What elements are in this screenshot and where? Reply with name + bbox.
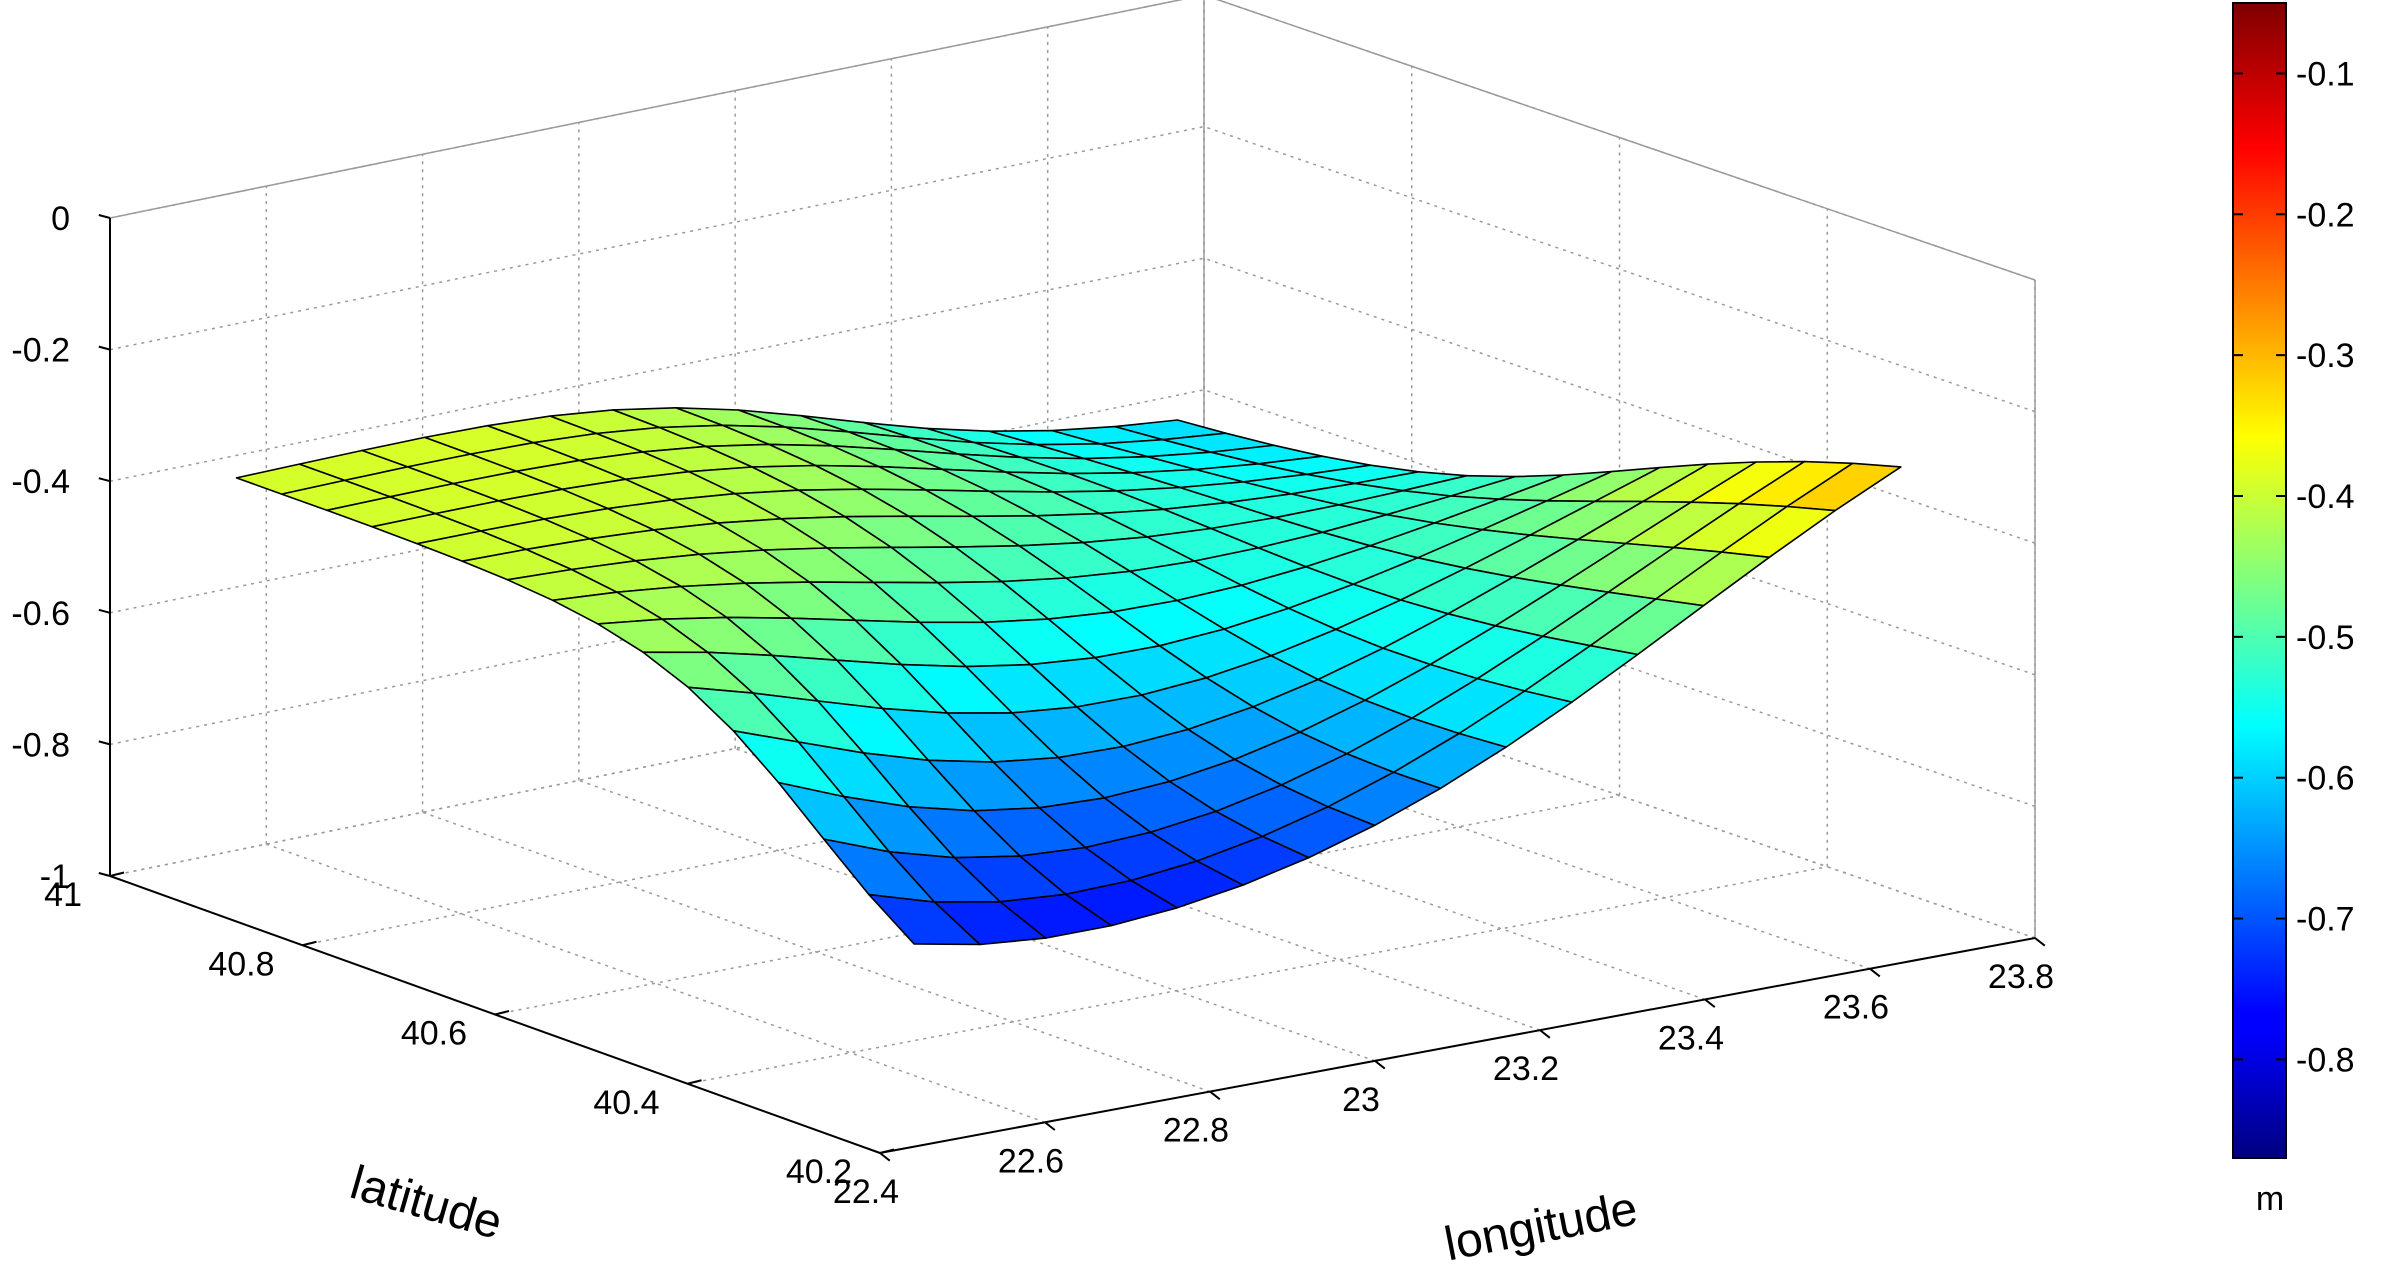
y-axis-label: latitude [345,1156,508,1250]
z-tick [98,740,111,746]
axes-layer [98,214,2046,1162]
grid-sidewall-h [1203,652,2036,939]
colorbar-ticks: -0.8 -0.7 -0.6 -0.5 -0.4 -0.3 -0.2 -0.1 [2233,55,2355,1079]
grid-floor-lon [266,843,1046,1123]
z-tick-label: 0 [51,200,70,238]
box-edge [1216,0,2036,281]
colorbar-tick-label: -0.7 [2296,901,2355,939]
z-tick [98,608,111,614]
y-tick [687,1079,702,1085]
z-tick [98,477,111,483]
colorbar-frame [2232,2,2287,1159]
grid-sidewall-h [1203,520,2036,808]
box-edge [109,0,1184,219]
x-tick-label: 23.2 [1493,1050,1559,1088]
x-tick [1044,1121,1056,1131]
x-tick-label: 22.8 [1163,1112,1229,1150]
y-tick [879,1148,895,1154]
grid-backwall-h [109,257,1205,482]
colorbar-label: m [2256,1180,2284,1218]
x-axis-line [879,937,2036,1154]
z-tick [98,872,111,877]
colorbar-fill [2233,3,2286,1158]
y-tick [494,1010,510,1016]
x-tick [1869,967,1881,978]
grid-sidewall-h [1203,125,2036,413]
grid-floor-lat [494,794,1620,1016]
grid-sidewall-h [1203,257,2036,544]
colorbar-tick-label: -0.8 [2296,1041,2355,1079]
grid-sidewall-h [1203,389,2036,676]
x-tick-label: 23 [1342,1081,1380,1119]
colorbar-tick-label: -0.1 [2296,55,2355,93]
grid-floor-lon [422,811,1211,1093]
grid-backwall-h [109,389,1205,614]
z-tick [98,345,111,351]
z-tick-label: -0.4 [11,463,70,501]
x-tick-label: 22.4 [833,1173,899,1211]
z-tick-label: -1 [40,858,70,896]
z-tick-label: -0.6 [11,595,70,633]
x-tick [1704,998,1716,1008]
x-tick-label: 23.4 [1658,1019,1724,1057]
x-axis-label: longitude [1440,1182,1641,1271]
y-tick-label: 40.2 [786,1153,852,1191]
z-tick [98,214,111,219]
colorbar: -0.8 -0.7 -0.6 -0.5 -0.4 -0.3 -0.2 -0.1 m [2232,2,2355,1218]
surface-layer [235,406,1902,946]
colorbar-tick-label: -0.5 [2296,619,2355,657]
y-tick [302,940,317,947]
colorbar-tick-label: -0.3 [2296,337,2355,375]
z-tick-label: -0.8 [11,726,70,764]
y-tick [109,871,125,877]
y-tick-label: 41 [44,876,82,914]
x-tick-label: 23.6 [1823,989,1889,1027]
grid-floor-lat [687,866,1828,1085]
x-tick [1539,1029,1551,1039]
z-tick-label: -0.2 [11,332,70,370]
x-tick-label: 22.6 [998,1142,1064,1180]
y-tick-label: 40.6 [401,1015,467,1053]
colorbar-tick-label: -0.2 [2296,196,2355,234]
x-tick [879,1152,891,1162]
x-tick-label: 23.8 [1988,958,2054,996]
y-tick-label: 40.4 [593,1084,659,1122]
x-tick [2034,937,2046,947]
y-tick-label: 40.8 [208,945,274,983]
grid-floor-lon [1047,684,1871,970]
surface-patch [868,893,981,946]
x-tick [1209,1090,1221,1101]
x-tick [1374,1060,1386,1070]
colorbar-tick-label: -0.4 [2296,478,2355,516]
grid-backwall-h [109,125,1205,351]
colorbar-tick-label: -0.6 [2296,760,2355,798]
